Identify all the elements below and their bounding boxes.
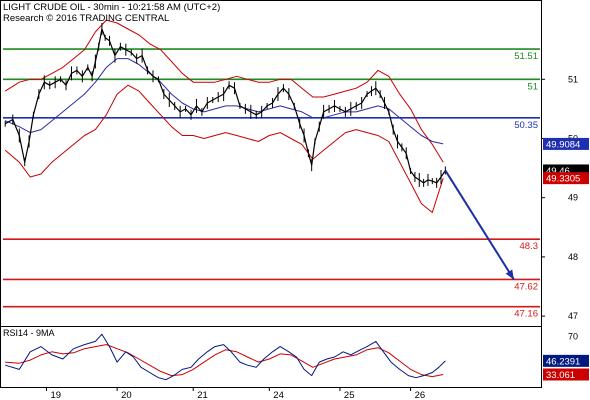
- bollinger-upper: [4, 19, 444, 163]
- rsi-value-tag-0: [543, 354, 589, 367]
- value-tag-2: [543, 172, 589, 185]
- level-label-5: 47.16: [514, 309, 538, 320]
- value-tag-label-2: 49.3305: [546, 174, 580, 185]
- level-label-1: 51: [527, 81, 538, 92]
- value-tag-0: [543, 137, 589, 150]
- forecast-arrow: [444, 169, 515, 280]
- x-tick-label-5: 26: [415, 390, 426, 400]
- rsi-value-tag-1: [543, 368, 589, 381]
- bollinger-lower: [4, 84, 444, 213]
- chart-copyright: Research © 2016 TRADING CENTRAL: [3, 13, 170, 24]
- x-tick-label-3: 24: [273, 390, 284, 400]
- x-tick-label-4: 25: [344, 390, 355, 400]
- value-tag-label-0: 49.9084: [546, 139, 580, 150]
- y-tick-label-2: 49: [568, 193, 578, 203]
- rsi-line: [5, 333, 446, 381]
- moving-average: [5, 58, 444, 145]
- level-label-2: 50.35: [514, 120, 538, 131]
- x-tick-label-0: 19: [50, 390, 61, 400]
- level-label-0: 51.51: [514, 51, 538, 62]
- chart-title: LIGHT CRUDE OIL - 30min - 10:21:58 AM (U…: [3, 2, 221, 13]
- y-tick-label-4: 47: [568, 311, 578, 321]
- rsi-ma-line: [5, 344, 444, 378]
- value-tag-label-1: 49.46: [546, 166, 570, 177]
- y-tick-label-3: 48: [568, 252, 578, 262]
- rsi-tick-label-0: 70: [568, 331, 578, 341]
- level-label-3: 48.3: [520, 241, 539, 252]
- level-label-4: 47.62: [514, 281, 538, 292]
- rsi-title: RSI14 - 9MA: [3, 328, 55, 338]
- rsi-value-tag-label-0: 46.2391: [546, 356, 580, 367]
- forecast-arrow-head: [505, 269, 514, 280]
- x-tick-label-1: 20: [121, 390, 132, 400]
- x-tick-label-2: 21: [197, 390, 208, 400]
- y-tick-label-0: 51: [568, 74, 578, 84]
- price-line: [4, 28, 446, 184]
- chart-frame: [0, 0, 542, 388]
- rsi-value-tag-label-1: 33.061: [546, 370, 575, 381]
